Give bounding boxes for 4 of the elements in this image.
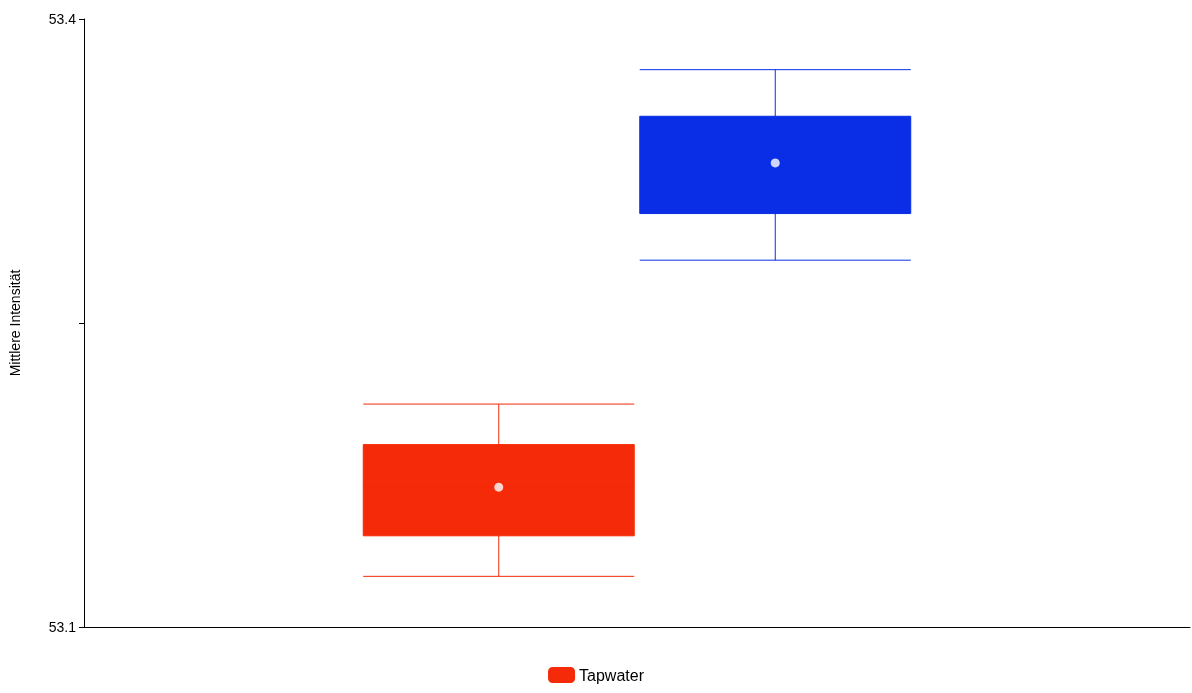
y-axis-title: Mittlere Intensität xyxy=(7,269,23,377)
legend-label: Tapwater xyxy=(579,666,645,684)
y-tick-label: 53.4 xyxy=(48,11,77,27)
y-tick-label: 53.1 xyxy=(48,619,77,635)
